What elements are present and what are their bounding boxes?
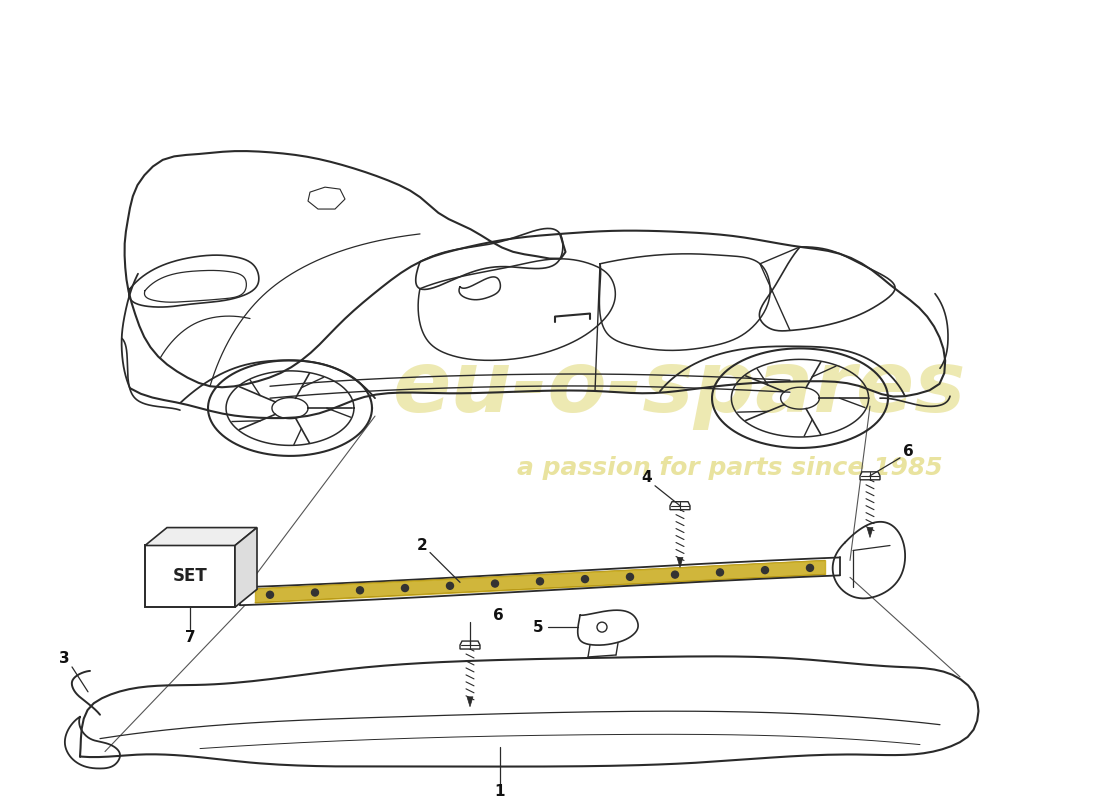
Text: a passion for parts since 1985: a passion for parts since 1985 (517, 456, 943, 480)
Polygon shape (145, 527, 257, 546)
Circle shape (806, 565, 814, 571)
Text: 7: 7 (185, 630, 196, 645)
Polygon shape (460, 641, 480, 649)
Circle shape (537, 578, 543, 585)
Polygon shape (145, 546, 235, 607)
Text: 1: 1 (495, 784, 505, 799)
Circle shape (627, 574, 634, 580)
Circle shape (761, 566, 769, 574)
Circle shape (492, 580, 498, 587)
Circle shape (582, 576, 588, 582)
Circle shape (447, 582, 453, 590)
Text: 3: 3 (58, 651, 69, 666)
Text: 2: 2 (417, 538, 428, 553)
Text: 6: 6 (903, 445, 913, 459)
Polygon shape (867, 527, 873, 538)
Text: SET: SET (173, 567, 208, 586)
Circle shape (671, 571, 679, 578)
Circle shape (402, 585, 408, 591)
Polygon shape (468, 697, 473, 706)
Circle shape (311, 589, 319, 596)
Polygon shape (676, 558, 683, 567)
Polygon shape (860, 472, 880, 480)
Text: 5: 5 (532, 620, 543, 634)
Text: 4: 4 (641, 470, 652, 486)
Text: eu-o-spares: eu-o-spares (394, 346, 967, 430)
Polygon shape (235, 527, 257, 607)
Circle shape (716, 569, 724, 576)
Polygon shape (670, 502, 690, 510)
Circle shape (266, 591, 274, 598)
Circle shape (356, 587, 363, 594)
Text: 6: 6 (493, 608, 504, 622)
